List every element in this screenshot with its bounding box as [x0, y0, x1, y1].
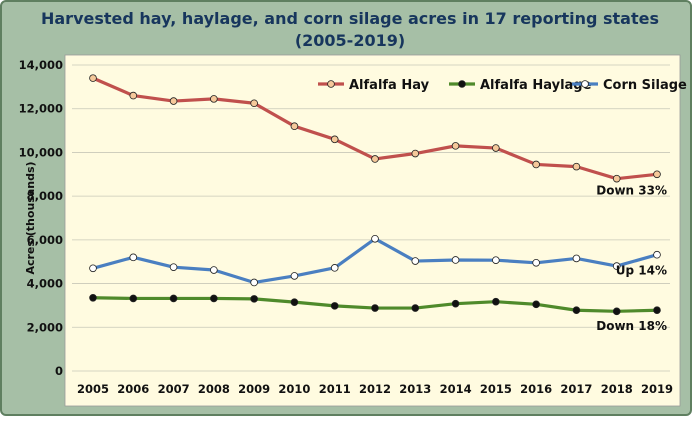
data-point: [451, 256, 460, 264]
data-point: [612, 307, 621, 316]
annotations: Down 33% Down 18% Up 14%: [596, 183, 667, 333]
y-tick-label: 14,000: [19, 58, 63, 72]
chart-title-line-2: (2005-2019): [294, 31, 406, 50]
x-tick-label: 2006: [117, 382, 149, 396]
x-tick-label: 2010: [278, 382, 310, 396]
data-point: [129, 253, 138, 262]
data-point: [210, 95, 218, 103]
data-point: [612, 174, 621, 183]
data-point: [169, 263, 178, 271]
data-point: [492, 256, 500, 264]
y-tick-label: 10,000: [19, 145, 63, 159]
data-point: [290, 122, 299, 130]
y-axis-ticks: 0 2,000 4,000 6,000 8,000 10,000 12,000 14,000: [19, 58, 63, 378]
data-point: [290, 272, 299, 280]
chart-title: Harvested hay, haylage, and corn silage …: [0, 8, 700, 52]
data-point: [451, 142, 460, 150]
x-tick-label: 2018: [601, 382, 633, 396]
legend-marker: [458, 80, 466, 88]
data-point: [210, 294, 218, 303]
x-tick-label: 2014: [440, 382, 472, 396]
data-point: [371, 155, 379, 163]
x-tick-label: 2019: [641, 382, 673, 396]
plot-area: [64, 54, 681, 407]
x-tick-label: 2015: [480, 382, 512, 396]
data-point: [89, 264, 97, 273]
data-point: [89, 74, 97, 82]
data-point: [492, 297, 500, 306]
data-point: [250, 278, 258, 287]
x-tick-label: 2009: [238, 382, 270, 396]
data-point: [330, 264, 339, 272]
data-point: [532, 160, 540, 169]
data-point: [371, 234, 379, 243]
series-alfalfa-haylage: [89, 293, 661, 316]
x-tick-label: 2005: [77, 382, 109, 396]
data-point: [411, 304, 420, 312]
data-point: [290, 298, 299, 306]
data-point: [653, 306, 661, 315]
data-point: [532, 259, 540, 267]
legend-label: Alfalfa Hay: [349, 78, 430, 93]
data-point: [129, 91, 138, 100]
series-change-annotation: Down 18%: [596, 319, 667, 333]
legend-marker: [327, 80, 335, 88]
data-point: [492, 144, 500, 152]
x-tick-label: 2016: [520, 382, 552, 396]
data-point: [411, 149, 420, 158]
y-tick-label: 2,000: [27, 320, 63, 334]
x-tick-label: 2008: [198, 382, 230, 396]
x-tick-label: 2013: [399, 382, 431, 396]
data-point: [411, 257, 420, 265]
data-point: [169, 97, 178, 105]
legend-label: Alfalfa Haylage: [480, 78, 592, 93]
data-point: [653, 250, 661, 259]
series-lines: [89, 74, 661, 316]
data-point: [572, 162, 581, 171]
data-point: [169, 294, 178, 303]
chart-title-line-1: Harvested hay, haylage, and corn silage …: [40, 9, 659, 28]
y-axis-label: Acres (thousands): [24, 161, 37, 274]
y-tick-label: 4,000: [27, 277, 63, 291]
x-tick-label: 2012: [359, 382, 391, 396]
legend-marker: [581, 80, 589, 88]
series-alfalfa-hay: [89, 74, 661, 183]
data-point: [612, 262, 621, 270]
data-point: [371, 304, 379, 312]
data-point: [250, 99, 258, 108]
y-tick-label: 8,000: [27, 189, 63, 203]
legend-item: Alfalfa Haylage: [449, 78, 592, 93]
legend-item: Alfalfa Hay: [318, 78, 430, 93]
data-point: [653, 170, 661, 179]
data-point: [572, 306, 581, 315]
data-point: [129, 294, 138, 303]
y-tick-label: 0: [55, 364, 63, 378]
data-point: [330, 302, 339, 310]
legend-label: Corn Silage: [603, 78, 687, 93]
x-tick-label: 2017: [560, 382, 592, 396]
data-point: [89, 293, 97, 302]
data-point: [330, 135, 339, 144]
y-tick-label: 6,000: [27, 233, 63, 247]
x-tick-label: 2007: [158, 382, 190, 396]
data-point: [210, 266, 218, 274]
data-point: [572, 254, 581, 263]
data-point: [250, 295, 258, 303]
series-corn-silage: [89, 234, 661, 287]
legend-item: Corn Silage: [572, 78, 687, 93]
x-tick-label: 2011: [319, 382, 351, 396]
series-change-annotation: Up 14%: [616, 264, 667, 278]
data-point: [532, 300, 540, 309]
data-point: [451, 299, 460, 308]
legend: Alfalfa Hay Alfalfa Haylage Corn Silage: [318, 78, 687, 93]
series-change-annotation: Down 33%: [596, 183, 667, 197]
x-axis-ticks: 2005 2006 2007 2008 2009 2010 2011 2012 2013 2014…: [77, 382, 673, 396]
y-tick-label: 12,000: [19, 102, 63, 116]
